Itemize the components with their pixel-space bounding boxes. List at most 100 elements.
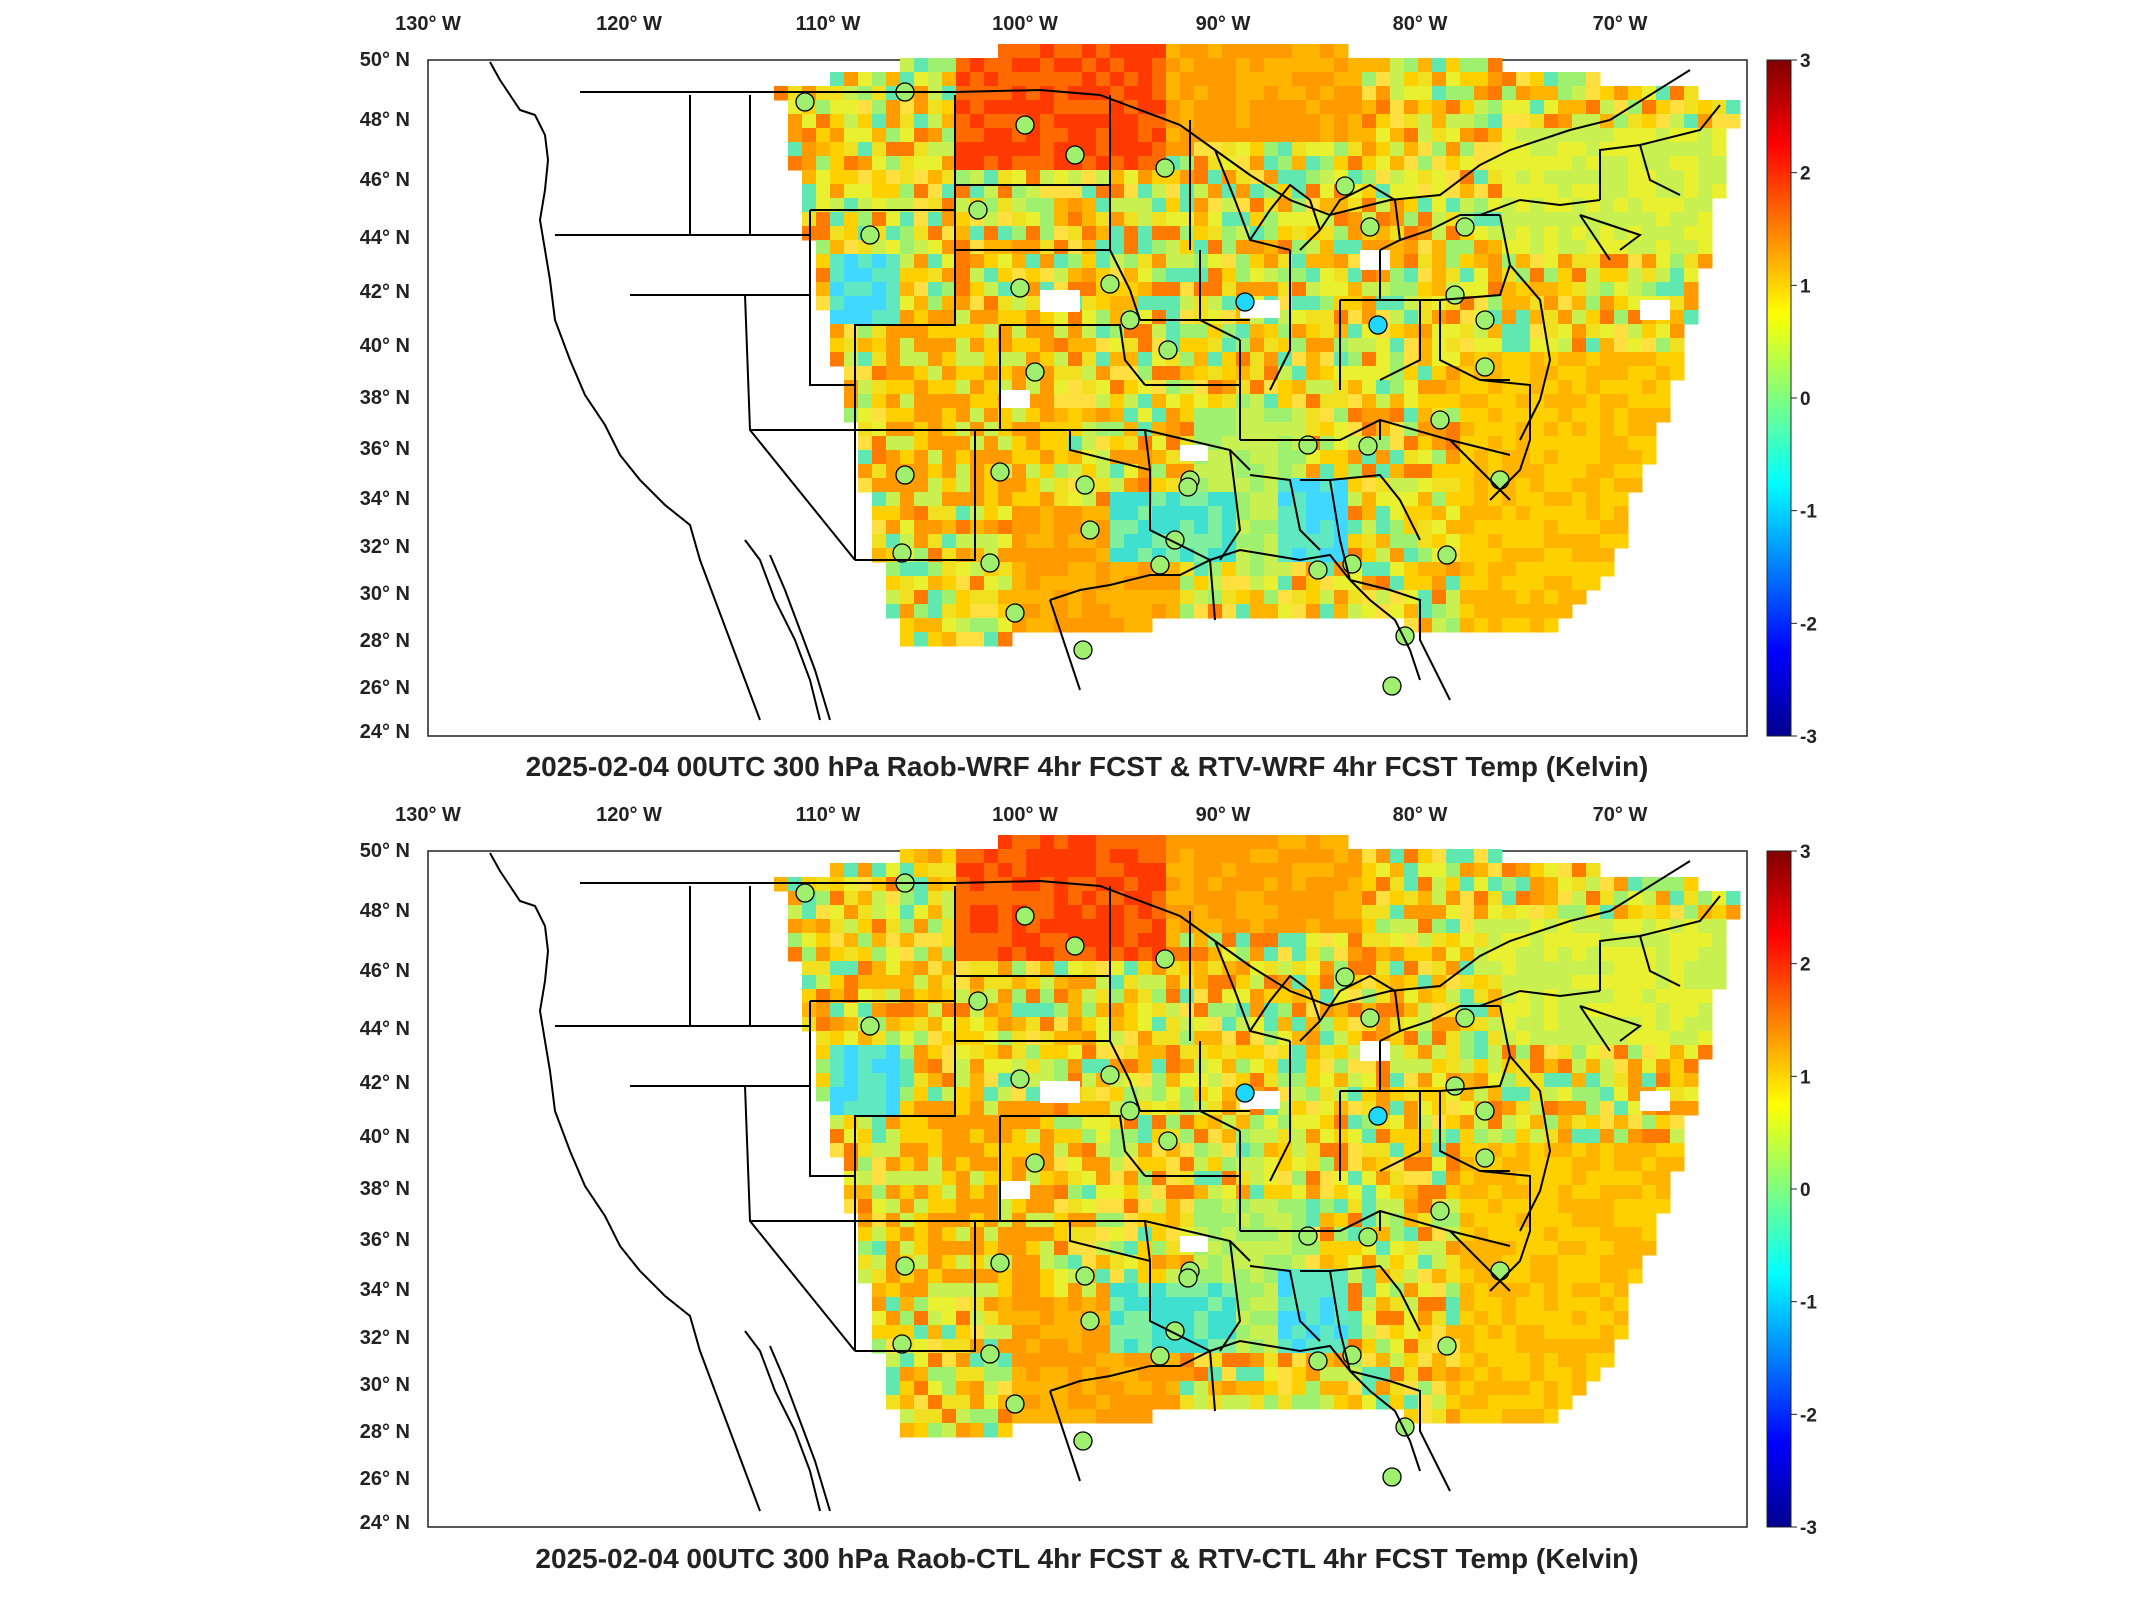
latitude-label: 44° N (360, 1018, 410, 1040)
latitude-label: 48° N (360, 900, 410, 922)
latitude-label: 36° N (360, 438, 410, 460)
colorbar (1766, 59, 1792, 737)
station-marker (1178, 1268, 1198, 1288)
station-marker (1150, 555, 1170, 575)
latitude-label: 48° N (360, 109, 410, 131)
station-marker (1445, 285, 1465, 305)
station-marker (795, 883, 815, 903)
station-marker (1025, 362, 1045, 382)
latitude-label: 28° N (360, 630, 410, 652)
station-marker (1368, 1106, 1388, 1126)
colorbar-tick-label: -3 (1800, 1518, 1817, 1539)
latitude-label: 28° N (360, 1421, 410, 1443)
colorbar-ticks: 3 2 1 0 -1 -2 -3 (1791, 842, 1817, 1539)
station-marker (1335, 176, 1355, 196)
station-marker (1475, 1101, 1495, 1121)
latitude-label: 46° N (360, 169, 410, 191)
temperature-difference-field (774, 835, 1741, 1438)
station-marker (1382, 676, 1402, 696)
longitude-label: 100° W (992, 13, 1058, 35)
station-marker (1360, 1008, 1380, 1028)
state-boundaries (489, 852, 1721, 1512)
station-marker (1395, 626, 1415, 646)
station-marker (1065, 145, 1085, 165)
longitude-label: 120° W (596, 804, 662, 826)
latitude-label: 44° N (360, 227, 410, 249)
station-marker (1358, 436, 1378, 456)
latitude-label: 34° N (360, 1279, 410, 1301)
station-marker (1120, 1101, 1140, 1121)
station-marker (1430, 410, 1450, 430)
latitude-label: 42° N (360, 281, 410, 303)
colorbar (1766, 850, 1792, 1528)
station-marker (1073, 640, 1093, 660)
station-marker (1025, 1153, 1045, 1173)
station-marker (1475, 357, 1495, 377)
station-marker (1100, 274, 1120, 294)
station-marker (990, 1253, 1010, 1273)
station-marker (1100, 1065, 1120, 1085)
latitude-label: 42° N (360, 1072, 410, 1094)
colorbar-tick-label: 0 (1800, 1180, 1811, 1201)
station-marker (1437, 545, 1457, 565)
latitude-label: 36° N (360, 1229, 410, 1251)
station-marker (1382, 1467, 1402, 1487)
station-marker (990, 462, 1010, 482)
station-marker (1080, 520, 1100, 540)
longitude-label: 70° W (1593, 804, 1648, 826)
station-marker (1015, 115, 1035, 135)
map-panel-raob-wrf: 130° W 120° W 110° W 100° W 90° W 80° W 70° W … (360, 13, 1818, 782)
latitude-label: 50° N (360, 49, 410, 71)
latitude-label: 24° N (360, 1512, 410, 1534)
station-marker (1360, 217, 1380, 237)
latitude-label: 24° N (360, 721, 410, 743)
colorbar-ticks: 3 2 1 0 -1 -2 -3 (1791, 51, 1817, 748)
longitude-label: 110° W (796, 13, 861, 35)
longitude-labels: 130° W 120° W 110° W 100° W 90° W 80° W 70° W (395, 804, 1647, 826)
longitude-label: 100° W (992, 804, 1058, 826)
station-marker (1155, 158, 1175, 178)
latitude-label: 32° N (360, 536, 410, 558)
station-marker (1475, 310, 1495, 330)
latitude-label: 38° N (360, 387, 410, 409)
colorbar-tick-label: 2 (1800, 955, 1811, 976)
station-marker (1445, 1076, 1465, 1096)
station-marker (1455, 217, 1475, 237)
colorbar-tick-label: -1 (1800, 1293, 1817, 1314)
station-marker (892, 543, 912, 563)
panel-title: 2025-02-04 00UTC 300 hPa Raob-WRF 4hr FC… (526, 751, 1649, 782)
station-marker (1158, 1131, 1178, 1151)
colorbar-tick-label: 0 (1800, 389, 1811, 410)
station-marker (892, 1334, 912, 1354)
longitude-label: 80° W (1393, 804, 1448, 826)
station-marker (1368, 315, 1388, 335)
station-marker (1358, 1227, 1378, 1247)
longitude-label: 120° W (596, 13, 662, 35)
latitude-labels: 50° N 48° N 46° N 44° N 42° N 40° N 38° N 36° N… (360, 840, 410, 1534)
map-panel-raob-ctl: 130° W 120° W 110° W 100° W 90° W 80° W 70° W … (360, 804, 1818, 1574)
latitude-label: 50° N (360, 840, 410, 862)
colorbar-tick-label: 1 (1800, 1067, 1811, 1088)
latitude-label: 26° N (360, 677, 410, 699)
station-marker (895, 465, 915, 485)
station-marker (1308, 1351, 1328, 1371)
station-marker (1178, 477, 1198, 497)
colorbar-tick-label: 3 (1800, 842, 1811, 863)
station-marker (895, 1256, 915, 1276)
station-marker (1490, 1261, 1510, 1281)
station-marker (1120, 310, 1140, 330)
station-marker (980, 1344, 1000, 1364)
station-marker (1395, 1417, 1415, 1437)
station-marker (1075, 1266, 1095, 1286)
temperature-difference-field (774, 44, 1741, 647)
station-marker (1298, 435, 1318, 455)
station-marker (1235, 1083, 1255, 1103)
station-marker (795, 92, 815, 112)
colorbar-tick-label: 1 (1800, 276, 1811, 297)
station-marker (860, 225, 880, 245)
station-marker (968, 200, 988, 220)
longitude-label: 130° W (395, 13, 461, 35)
longitude-label: 90° W (1196, 13, 1251, 35)
station-marker (1437, 1336, 1457, 1356)
station-marker (980, 553, 1000, 573)
